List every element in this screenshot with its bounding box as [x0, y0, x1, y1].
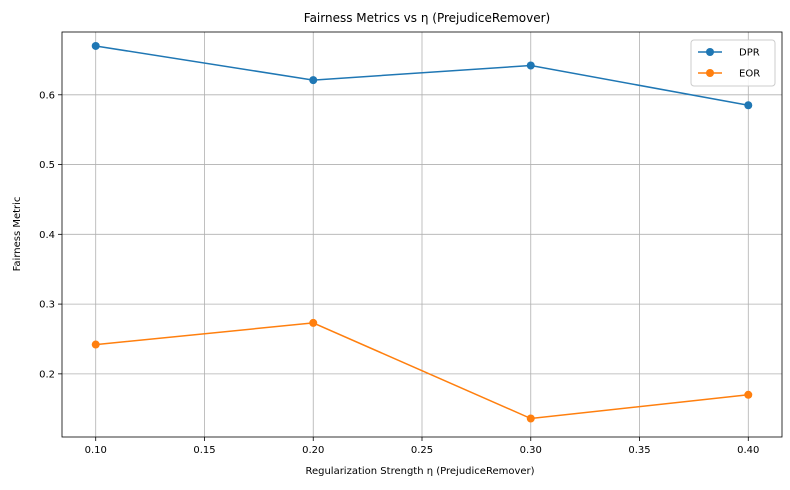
eor-data-point [309, 318, 318, 327]
x-tick-label: 0.20 [302, 445, 324, 456]
dpr-data-point [744, 101, 753, 110]
x-tick-label: 0.40 [737, 445, 759, 456]
dpr-data-point [526, 61, 535, 70]
x-tick-label: 0.30 [520, 445, 542, 456]
eor-data-point [744, 390, 753, 399]
series-layer [91, 41, 753, 423]
legend-marker-eor [706, 69, 714, 77]
x-tick-label: 0.10 [85, 445, 107, 456]
y-tick-label: 0.3 [39, 300, 55, 311]
x-tick-label: 0.25 [411, 445, 433, 456]
eor-series-line [95, 322, 749, 420]
x-axis: 0.10 0.15 0.20 0.25 0.30 0.35 0.40 [85, 437, 759, 456]
dpr-series-line [95, 45, 749, 107]
y-axis-label: Fairness Metric [12, 197, 23, 272]
legend: DPR EOR [690, 39, 776, 87]
x-tick-label: 0.15 [193, 445, 215, 456]
legend-label-dpr: DPR [739, 48, 760, 59]
x-axis-label: Regularization Strength η (PrejudiceRemo… [305, 466, 534, 477]
y-tick-label: 0.5 [39, 160, 55, 171]
legend-label-eor: EOR [739, 69, 760, 80]
legend-box [690, 39, 776, 87]
grid-lines [62, 32, 782, 437]
chart-title: Fairness Metrics vs η (PrejudiceRemover) [304, 11, 550, 25]
eor-data-point [91, 340, 100, 349]
y-axis: 0.2 0.3 0.4 0.5 0.6 [39, 90, 62, 380]
y-tick-label: 0.4 [39, 230, 55, 241]
eor-data-point [526, 414, 535, 423]
dpr-data-point [309, 76, 318, 85]
x-tick-label: 0.35 [628, 445, 650, 456]
legend-marker-dpr [706, 48, 714, 56]
y-tick-label: 0.2 [39, 369, 55, 380]
y-tick-label: 0.6 [39, 90, 55, 101]
dpr-data-point [91, 41, 100, 50]
